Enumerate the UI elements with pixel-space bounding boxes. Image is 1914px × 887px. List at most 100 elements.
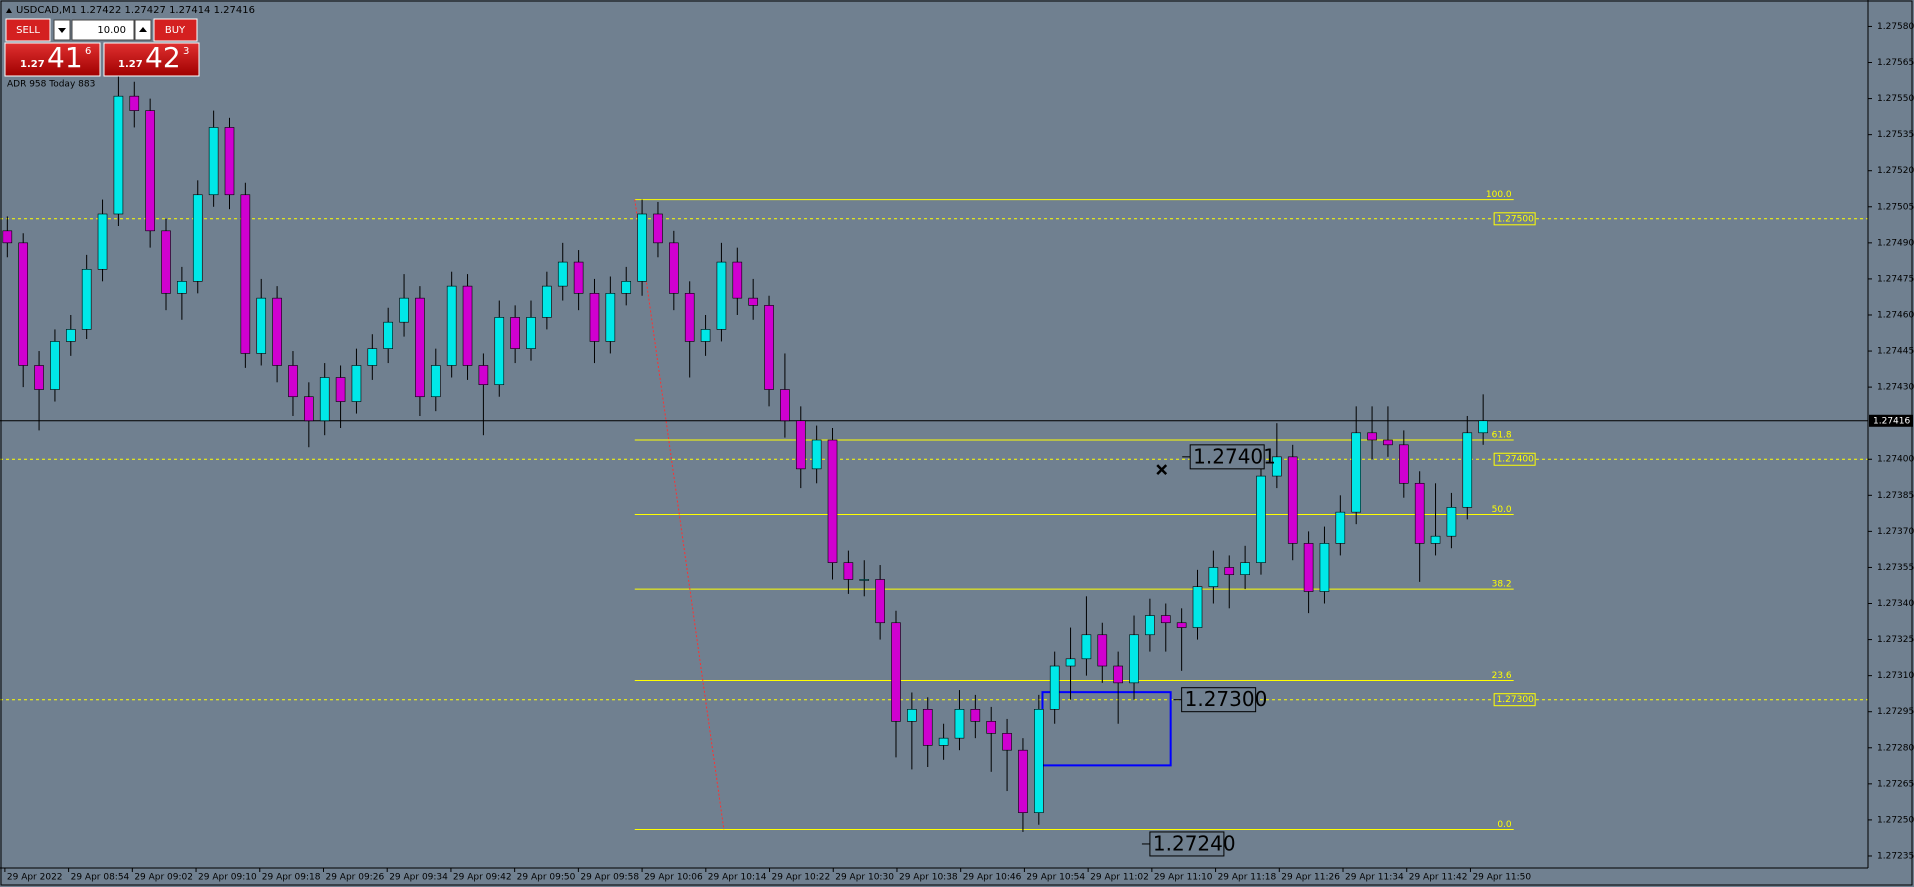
price-line-label: 1.27300	[1497, 695, 1534, 705]
candle-body	[1478, 420, 1488, 434]
chart-objects	[0, 199, 1868, 831]
sell-price-box[interactable]	[4, 42, 101, 77]
candle-body	[192, 194, 203, 282]
buy-button[interactable]	[153, 18, 198, 42]
candle-body	[319, 377, 330, 422]
x-tick-label: 29 Apr 09:34	[389, 873, 448, 883]
candle-body	[1446, 507, 1457, 537]
candle-body	[557, 261, 568, 287]
candle-body	[478, 365, 489, 386]
y-tick-label: 1.27490	[1877, 238, 1914, 248]
fib-level-label: 61.8	[1492, 431, 1512, 441]
buy-price-box[interactable]	[103, 42, 200, 77]
y-tick-label: 1.27235	[1877, 851, 1914, 861]
candle-body	[732, 261, 743, 299]
candle-body	[1414, 482, 1425, 544]
candle-body	[986, 721, 997, 734]
candle-body	[875, 579, 885, 624]
candle-body	[605, 293, 616, 342]
y-tick-label: 1.27475	[1877, 274, 1914, 284]
candle-body	[1287, 456, 1298, 544]
candle-body	[1018, 749, 1028, 813]
candle-body	[526, 317, 536, 349]
candle-body	[462, 285, 473, 366]
chart-labels: 1.275801.275651.275501.275351.275201.275…	[4, 22, 1914, 883]
candle-body	[1192, 586, 1203, 628]
y-tick-label: 1.27325	[1877, 635, 1914, 645]
candle-body	[224, 127, 235, 196]
buy-label: BUY	[165, 25, 186, 36]
candle-body	[1034, 709, 1044, 813]
bid-label: 1.27416	[1873, 416, 1910, 426]
y-tick-label: 1.27550	[1877, 94, 1914, 104]
candle-body	[383, 321, 393, 349]
candle-body	[351, 365, 362, 402]
price-line-label: 1.27400	[1497, 455, 1534, 465]
candle-body	[1367, 432, 1377, 441]
candle-body	[716, 261, 727, 330]
candle-body	[1383, 439, 1393, 446]
candle-body	[1065, 658, 1076, 667]
candle-body	[780, 389, 790, 422]
sell-button[interactable]	[5, 18, 51, 42]
fib-level-label: 0.0	[1497, 820, 1512, 830]
candle-body	[700, 329, 711, 342]
candle-body	[97, 213, 108, 270]
candle-body	[208, 127, 219, 196]
candle-body	[1399, 444, 1409, 484]
price-label: 1.27401	[1193, 444, 1276, 468]
candles	[2, 74, 1488, 832]
candle-body	[843, 562, 854, 580]
candle-body	[415, 297, 425, 398]
candle-body	[399, 297, 409, 323]
x-tick-label: 29 Apr 2022	[7, 873, 63, 883]
candle-body	[18, 242, 28, 366]
candle-body	[288, 365, 298, 398]
y-tick-label: 1.27265	[1877, 779, 1914, 789]
x-tick-label: 29 Apr 11:50	[1472, 873, 1531, 883]
y-tick-label: 1.27505	[1877, 202, 1914, 212]
candle-body	[240, 194, 251, 354]
candle-body	[1113, 665, 1123, 684]
x-tick-label: 29 Apr 10:22	[772, 873, 831, 883]
x-tick-label: 29 Apr 11:10	[1154, 873, 1213, 883]
price-line-box	[1493, 693, 1536, 707]
x-tick-label: 29 Apr 11:26	[1281, 873, 1340, 883]
candle-body	[748, 297, 758, 306]
bid-box	[1869, 414, 1913, 427]
candle-body	[1002, 733, 1012, 751]
y-tick-label: 1.27355	[1877, 563, 1914, 573]
candle-body	[954, 709, 965, 739]
candle-body	[256, 297, 267, 354]
price-line-box	[1493, 452, 1536, 466]
candle-body	[1049, 665, 1060, 710]
fib-level-label: 23.6	[1492, 671, 1512, 681]
candle-body	[2, 230, 13, 244]
candle-body	[1176, 622, 1187, 628]
candle-body	[494, 317, 505, 386]
candle-body	[1145, 615, 1155, 636]
candle-body	[637, 213, 647, 282]
candle-body	[34, 365, 44, 390]
x-tick-label: 29 Apr 11:42	[1409, 873, 1468, 883]
lot-input[interactable]	[71, 19, 135, 41]
candle-body	[66, 329, 76, 342]
x-tick-label: 29 Apr 10:38	[899, 873, 958, 883]
candle-body	[1097, 634, 1108, 667]
candle-body	[938, 737, 949, 746]
symbol: USDCAD,M1	[16, 5, 77, 16]
candle-body	[684, 293, 695, 342]
candle-body	[1335, 511, 1346, 544]
x-tick-label: 29 Apr 10:30	[835, 873, 894, 883]
price-label-box	[1181, 687, 1257, 713]
x-tick-label: 29 Apr 10:54	[1026, 873, 1085, 883]
price-label: 1.27300	[1185, 687, 1268, 711]
quote: 1.27422 1.27427 1.27414 1.27416	[80, 5, 255, 16]
lot-value: 10.00	[97, 25, 126, 36]
collapse-icon[interactable]	[6, 8, 12, 13]
candle-body	[922, 709, 933, 746]
candle-body	[542, 285, 552, 318]
fib-level-label: 100.0	[1486, 190, 1512, 200]
